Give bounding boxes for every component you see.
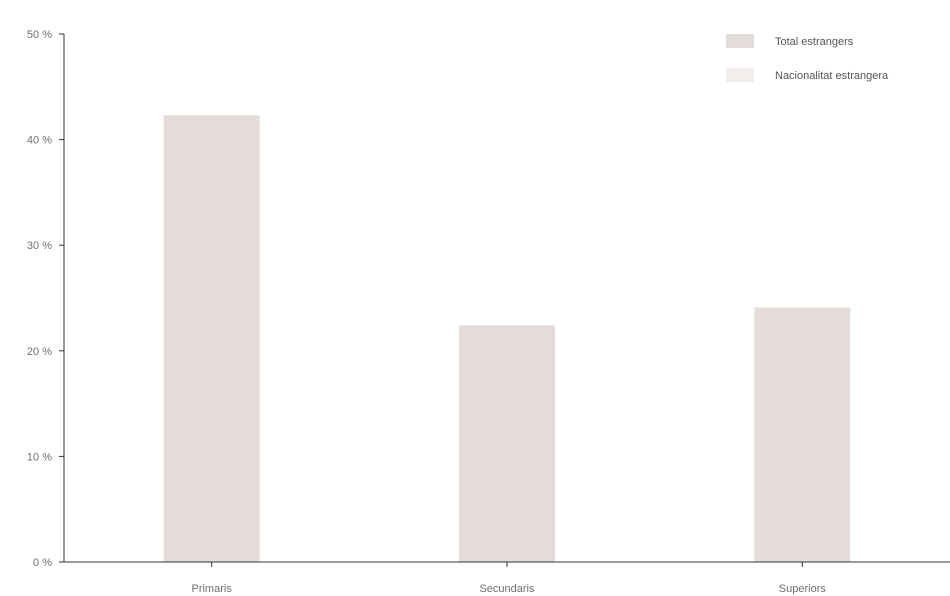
legend-label: Total estrangers (775, 36, 854, 48)
y-tick-label: 40 % (27, 135, 52, 147)
legend-label: Nacionalitat estrangera (775, 70, 889, 82)
y-tick-label: 10 % (27, 451, 52, 463)
y-tick-label: 20 % (27, 346, 52, 358)
y-tick-label: 50 % (27, 29, 52, 41)
x-category-label: Superiors (779, 583, 827, 595)
legend-swatch (726, 34, 754, 48)
y-tick-label: 30 % (27, 240, 52, 252)
y-tick-label: 0 % (33, 557, 52, 569)
y-axis: 0 % 10 % 20 % 30 % 40 % 50 % (27, 29, 65, 569)
bar-total-estrangers-secundaris (459, 325, 555, 562)
x-category-label: Primaris (191, 583, 232, 595)
x-axis: Primaris Secundaris Superiors (64, 561, 950, 595)
bars-group (163, 115, 851, 562)
bar-total-estrangers-primaris (163, 115, 260, 562)
x-category-label: Secundaris (479, 583, 535, 595)
legend: Total estrangers Nacionalitat estrangera (726, 34, 889, 82)
legend-swatch (726, 68, 754, 82)
bar-total-estrangers-superiors (754, 307, 851, 562)
